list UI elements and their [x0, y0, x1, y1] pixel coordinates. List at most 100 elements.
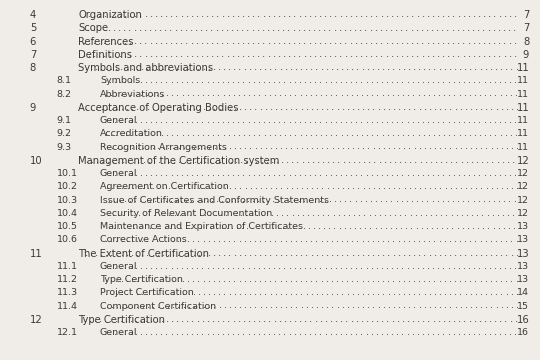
- Text: .: .: [315, 235, 319, 244]
- Text: .: .: [129, 222, 131, 231]
- Text: .: .: [393, 235, 395, 244]
- Text: .: .: [194, 155, 197, 165]
- Text: .: .: [295, 275, 298, 284]
- Text: .: .: [114, 76, 117, 85]
- Text: .: .: [429, 143, 432, 152]
- Text: .: .: [406, 23, 409, 33]
- Text: .: .: [510, 89, 513, 98]
- Text: .: .: [336, 248, 339, 258]
- Text: .: .: [208, 102, 212, 112]
- Text: .: .: [319, 36, 322, 46]
- Text: .: .: [484, 129, 487, 138]
- Text: .: .: [360, 49, 363, 59]
- Text: .: .: [163, 182, 165, 191]
- Text: .: .: [144, 23, 147, 33]
- Text: .: .: [388, 102, 391, 112]
- Text: 11: 11: [30, 248, 43, 258]
- Text: .: .: [269, 275, 272, 284]
- Text: .: .: [232, 36, 235, 46]
- Text: .: .: [355, 314, 359, 324]
- Text: .: .: [127, 155, 130, 165]
- Text: .: .: [504, 76, 507, 85]
- Text: .: .: [464, 288, 468, 297]
- Text: .: .: [510, 235, 514, 244]
- Text: .: .: [434, 182, 437, 191]
- Text: .: .: [511, 143, 514, 152]
- Text: .: .: [100, 102, 104, 112]
- Text: .: .: [191, 116, 194, 125]
- Text: .: .: [288, 36, 291, 46]
- Text: .: .: [83, 9, 86, 19]
- Text: .: .: [424, 182, 427, 191]
- Text: .: .: [105, 62, 108, 72]
- Text: .: .: [437, 262, 440, 271]
- Text: .: .: [325, 262, 327, 271]
- Text: .: .: [478, 36, 481, 46]
- Text: 13: 13: [517, 248, 529, 258]
- Text: .: .: [381, 116, 384, 125]
- Text: .: .: [449, 235, 452, 244]
- Text: .: .: [482, 23, 485, 33]
- Text: .: .: [499, 169, 502, 178]
- Text: .: .: [223, 248, 226, 258]
- Text: .: .: [295, 248, 298, 258]
- Text: .: .: [340, 169, 343, 178]
- Text: .: .: [367, 143, 370, 152]
- Text: .: .: [293, 36, 296, 46]
- Text: .: .: [309, 262, 312, 271]
- Text: .: .: [260, 155, 264, 165]
- Text: .: .: [104, 9, 107, 19]
- Text: .: .: [100, 248, 103, 258]
- Text: .: .: [372, 102, 376, 112]
- Text: .: .: [226, 23, 229, 33]
- Text: .: .: [288, 262, 292, 271]
- Text: .: .: [244, 102, 247, 112]
- Text: .: .: [293, 195, 296, 204]
- Text: .: .: [483, 76, 487, 85]
- Text: .: .: [366, 169, 368, 178]
- Text: .: .: [468, 76, 471, 85]
- Text: Type Certification: Type Certification: [78, 315, 165, 325]
- Text: .: .: [221, 195, 224, 204]
- Text: .: .: [131, 143, 134, 152]
- Text: .: .: [444, 301, 447, 310]
- Text: .: .: [505, 235, 508, 244]
- Text: .: .: [464, 275, 467, 284]
- Text: .: .: [453, 262, 456, 271]
- Text: 13: 13: [517, 262, 529, 271]
- Text: .: .: [193, 143, 196, 152]
- Text: .: .: [136, 235, 139, 244]
- Text: .: .: [253, 314, 256, 324]
- Text: .: .: [85, 102, 89, 112]
- Text: .: .: [239, 235, 241, 244]
- Text: .: .: [152, 288, 154, 297]
- Text: .: .: [267, 222, 270, 231]
- Text: .: .: [503, 49, 507, 59]
- Text: .: .: [105, 129, 107, 138]
- Text: .: .: [485, 248, 488, 258]
- Text: .: .: [227, 9, 230, 19]
- Text: .: .: [228, 248, 232, 258]
- Text: .: .: [391, 328, 394, 337]
- Text: .: .: [408, 301, 411, 310]
- Text: .: .: [98, 36, 102, 46]
- Text: .: .: [368, 209, 372, 217]
- Text: 7: 7: [523, 10, 529, 20]
- Text: .: .: [126, 102, 130, 112]
- Text: .: .: [391, 169, 394, 178]
- Text: .: .: [514, 169, 517, 178]
- Text: .: .: [161, 129, 164, 138]
- Text: .: .: [112, 209, 115, 217]
- Text: .: .: [302, 209, 305, 217]
- Text: .: .: [324, 49, 327, 59]
- Text: .: .: [239, 182, 242, 191]
- Text: .: .: [242, 49, 245, 59]
- Text: .: .: [187, 89, 190, 98]
- Text: .: .: [133, 23, 137, 33]
- Text: .: .: [243, 129, 246, 138]
- Text: .: .: [181, 129, 185, 138]
- Text: .: .: [170, 23, 173, 33]
- Text: .: .: [495, 248, 498, 258]
- Text: .: .: [171, 129, 174, 138]
- Text: .: .: [273, 36, 276, 46]
